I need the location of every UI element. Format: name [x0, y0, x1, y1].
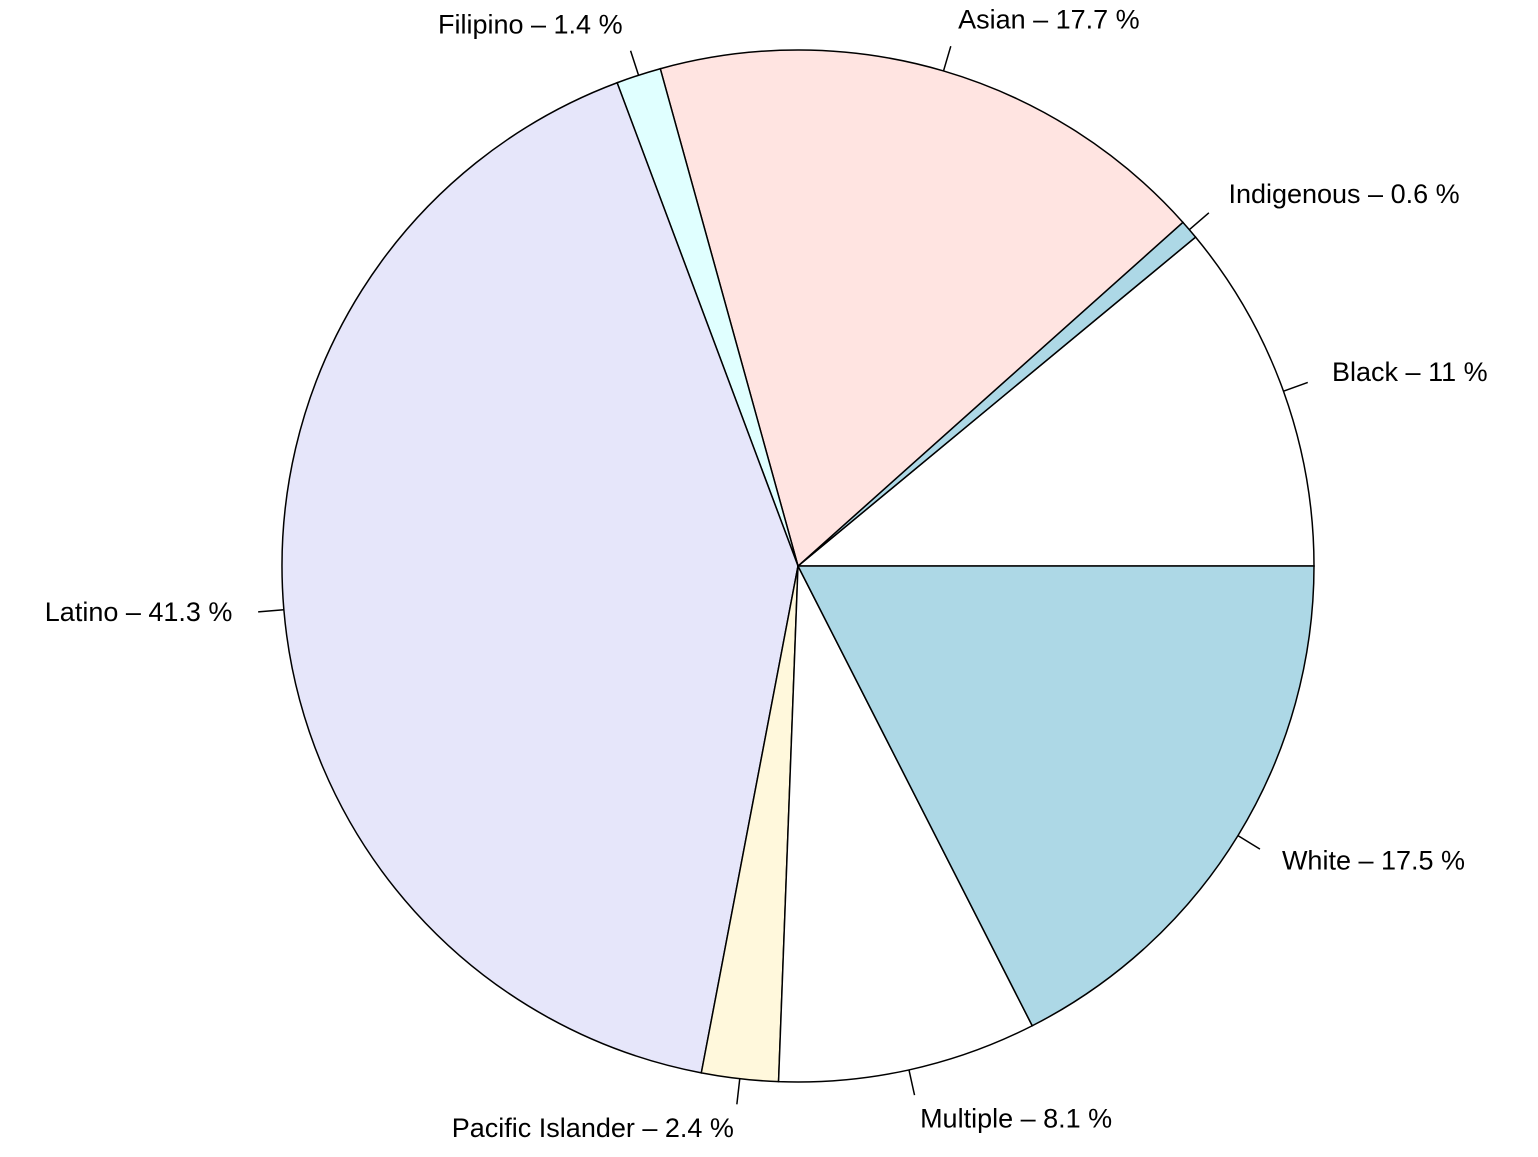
pie-slice: [777, 563, 1034, 1083]
label-tick: [942, 45, 952, 72]
label-tick: [258, 608, 284, 613]
slice-label: Pacific Islander – 2.4 %: [452, 1113, 734, 1143]
slice-label: Asian – 17.7 %: [958, 5, 1140, 35]
pie-slice: [281, 81, 799, 1074]
label-tick: [1237, 834, 1261, 850]
label-tick: [1283, 381, 1309, 392]
label-tick: [1188, 212, 1210, 231]
slice-label: Multiple – 8.1 %: [920, 1103, 1112, 1133]
label-tick: [736, 1078, 741, 1105]
slice-label: Black – 11 %: [1332, 357, 1488, 387]
slice-label: Latino – 41.3 %: [45, 597, 233, 627]
label-tick: [629, 50, 640, 76]
slice-label: Indigenous – 0.6 %: [1228, 179, 1459, 209]
pie-slice: [795, 236, 1315, 567]
slice-label: White – 17.5 %: [1282, 846, 1465, 876]
pie-slice: [659, 49, 1184, 568]
slice-label: Filipino – 1.4 %: [438, 9, 623, 39]
label-tick: [908, 1069, 916, 1096]
